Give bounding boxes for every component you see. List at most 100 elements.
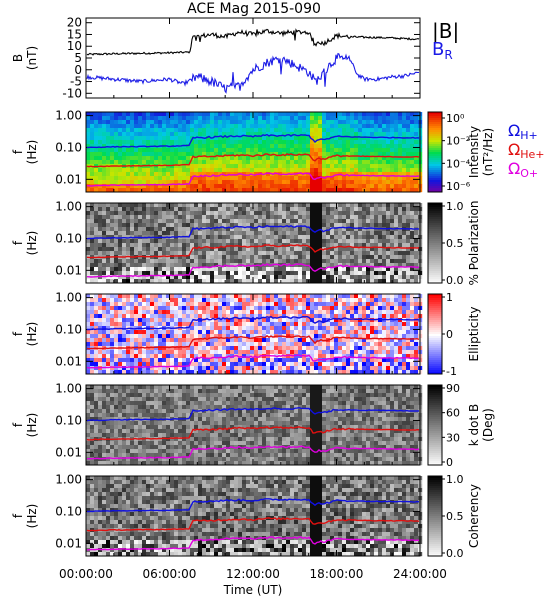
heatmap-cell bbox=[166, 267, 170, 271]
heatmap-cell bbox=[286, 184, 290, 188]
heatmap-cell bbox=[218, 330, 222, 334]
heatmap-cell bbox=[294, 322, 298, 326]
heatmap-cell bbox=[242, 231, 246, 235]
heatmap-cell bbox=[254, 362, 258, 366]
heatmap-cell bbox=[98, 211, 102, 215]
heatmap-cell bbox=[326, 172, 330, 176]
heatmap-cell bbox=[106, 132, 110, 136]
heatmap-cell bbox=[118, 219, 122, 223]
heatmap-cell bbox=[174, 227, 178, 231]
heatmap-cell bbox=[198, 203, 202, 207]
heatmap-cell bbox=[90, 116, 94, 120]
heatmap-cell bbox=[382, 164, 386, 168]
heatmap-cell bbox=[334, 176, 338, 180]
heatmap-cell bbox=[318, 164, 322, 168]
heatmap-cell bbox=[98, 112, 102, 116]
heatmap-cell bbox=[326, 310, 330, 314]
heatmap-cell bbox=[266, 255, 270, 259]
heatmap-cell bbox=[162, 330, 166, 334]
heatmap-cell bbox=[258, 247, 262, 251]
heatmap-cell bbox=[346, 314, 350, 318]
heatmap-cell bbox=[150, 223, 154, 227]
heatmap-cell bbox=[126, 271, 130, 275]
colorbar-tick-label: 1.0 bbox=[446, 200, 464, 213]
heatmap-cell bbox=[206, 255, 210, 259]
heatmap-cell bbox=[286, 164, 290, 168]
heatmap-cell bbox=[254, 255, 258, 259]
heatmap-cell bbox=[362, 176, 366, 180]
heatmap-cell bbox=[350, 251, 354, 255]
heatmap-cell bbox=[218, 251, 222, 255]
heatmap-cell bbox=[374, 112, 378, 116]
heatmap-cell bbox=[234, 184, 238, 188]
heatmap-cell bbox=[374, 223, 378, 227]
heatmap-cell bbox=[318, 207, 322, 211]
heatmap-cell bbox=[338, 128, 342, 132]
heatmap-cell bbox=[126, 168, 130, 172]
heatmap-cell bbox=[158, 211, 162, 215]
heatmap-cell bbox=[94, 152, 98, 156]
heatmap-cell bbox=[234, 275, 238, 279]
heatmap-cell bbox=[382, 140, 386, 144]
heatmap-cell bbox=[186, 156, 190, 160]
heatmap-cell bbox=[286, 310, 290, 314]
heatmap-cell bbox=[182, 298, 186, 302]
heatmap-cell bbox=[350, 203, 354, 207]
heatmap-cell bbox=[158, 219, 162, 223]
heatmap-cell bbox=[282, 148, 286, 152]
heatmap-cell bbox=[186, 243, 190, 247]
heatmap-cell bbox=[350, 259, 354, 263]
heatmap-cell bbox=[122, 160, 126, 164]
heatmap-cell bbox=[374, 334, 378, 338]
heatmap-cell bbox=[402, 132, 406, 136]
heatmap-cell bbox=[182, 207, 186, 211]
heatmap-cell bbox=[122, 314, 126, 318]
heatmap-cell bbox=[162, 124, 166, 128]
heatmap-cell bbox=[358, 231, 362, 235]
heatmap-cell bbox=[102, 180, 106, 184]
heatmap-cell bbox=[402, 211, 406, 215]
heatmap-cell bbox=[166, 318, 170, 322]
heatmap-cell bbox=[86, 180, 90, 184]
heatmap-cell bbox=[210, 120, 214, 124]
heatmap-cell bbox=[378, 326, 382, 330]
heatmap-cell bbox=[162, 358, 166, 362]
heatmap-cell bbox=[386, 116, 390, 120]
b-ytick-label: -10 bbox=[62, 86, 82, 100]
heatmap-cell bbox=[378, 310, 382, 314]
heatmap-cell bbox=[306, 267, 310, 271]
heatmap-cell bbox=[202, 330, 206, 334]
heatmap-cell bbox=[118, 314, 122, 318]
heatmap-cell bbox=[170, 306, 174, 310]
heatmap-cell bbox=[118, 267, 122, 271]
heatmap-cell bbox=[350, 310, 354, 314]
heatmap-cell bbox=[126, 354, 130, 358]
heatmap-cell bbox=[342, 306, 346, 310]
heatmap-cell bbox=[266, 267, 270, 271]
heatmap-cell bbox=[122, 120, 126, 124]
heatmap-cell bbox=[162, 350, 166, 354]
heatmap-cell bbox=[322, 144, 326, 148]
heatmap-cell bbox=[86, 243, 90, 247]
heatmap-cell bbox=[366, 140, 370, 144]
heatmap-cell bbox=[246, 184, 250, 188]
heatmap-cell bbox=[230, 350, 234, 354]
heatmap-cell bbox=[150, 318, 154, 322]
heatmap-cell bbox=[222, 342, 226, 346]
heatmap-cell bbox=[370, 164, 374, 168]
heatmap-cell bbox=[298, 231, 302, 235]
heatmap-cell bbox=[258, 128, 262, 132]
heatmap-cell bbox=[230, 211, 234, 215]
heatmap-cell bbox=[98, 267, 102, 271]
heatmap-cell bbox=[342, 144, 346, 148]
heatmap-cell bbox=[110, 334, 114, 338]
heatmap-cell bbox=[90, 211, 94, 215]
heatmap-cell bbox=[370, 350, 374, 354]
heatmap-cell bbox=[302, 275, 306, 279]
heatmap-cell bbox=[202, 184, 206, 188]
heatmap-cell bbox=[294, 128, 298, 132]
heatmap-cell bbox=[278, 318, 282, 322]
heatmap-cell bbox=[98, 271, 102, 275]
heatmap-cell bbox=[94, 132, 98, 136]
heatmap-cell bbox=[298, 136, 302, 140]
